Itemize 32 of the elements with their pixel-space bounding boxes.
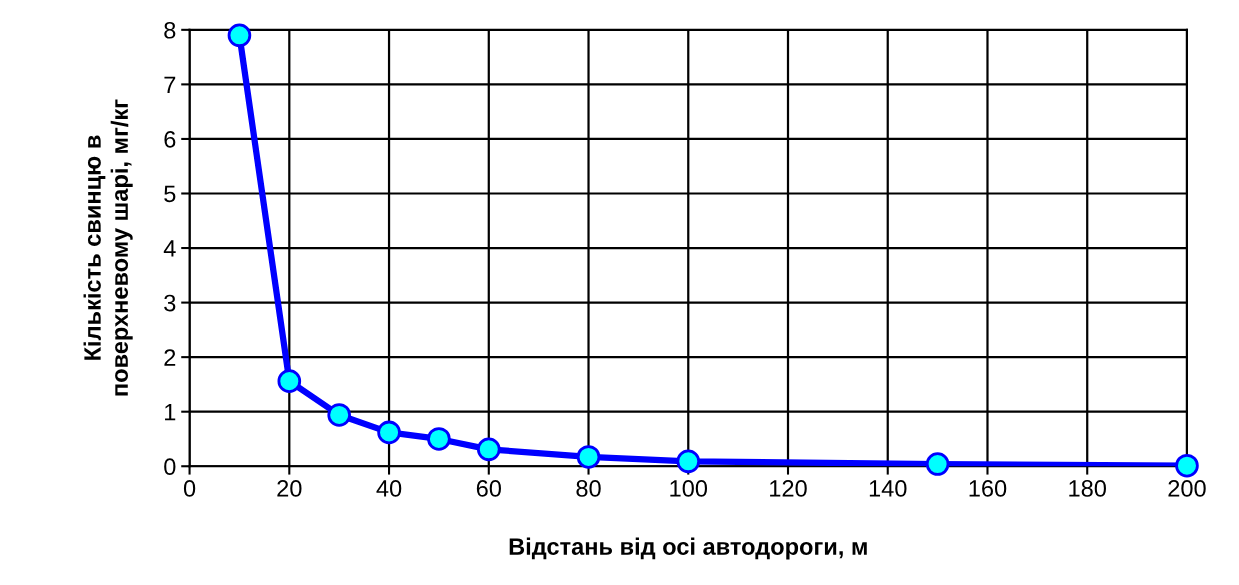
x-tick-label: 0 <box>183 480 196 497</box>
y-tick-label: 4 <box>163 240 176 257</box>
y-tick-label: 3 <box>164 294 176 312</box>
y-tick-label: 0 <box>164 458 176 476</box>
point <box>576 445 601 469</box>
point <box>476 437 501 462</box>
y-tick-label: 7 <box>164 76 176 93</box>
x-tick-label: 180 <box>1069 480 1106 497</box>
point <box>327 403 351 427</box>
point <box>277 369 302 393</box>
y-tick-label: 1 <box>165 404 176 421</box>
x-axis-title: Відстань від осі автодороги, м <box>509 537 867 560</box>
point <box>676 449 701 474</box>
point <box>377 420 401 445</box>
point <box>1175 453 1199 478</box>
x-tick-label: 100 <box>670 480 708 497</box>
x-tick-label: 160 <box>969 480 1007 497</box>
x-tick-label: 20 <box>277 480 302 497</box>
y-tick-label: 6 <box>164 131 176 148</box>
x-tick-label: 120 <box>770 480 807 497</box>
y-tick-label: 5 <box>164 185 176 203</box>
y-tick-label: 8 <box>164 21 176 39</box>
x-tick-label: 140 <box>869 480 907 497</box>
point <box>427 427 451 451</box>
y-tick-label: 2 <box>164 349 176 366</box>
x-tick-label: 200 <box>1168 480 1206 497</box>
point <box>227 23 252 48</box>
x-tick-label: 80 <box>576 480 601 497</box>
point <box>925 452 950 476</box>
x-tick-label: 60 <box>476 480 501 497</box>
y-axis-title: Кількість свинцю в поверхневому шарі, мг/кг <box>83 99 133 396</box>
x-tick-label: 40 <box>376 480 402 497</box>
